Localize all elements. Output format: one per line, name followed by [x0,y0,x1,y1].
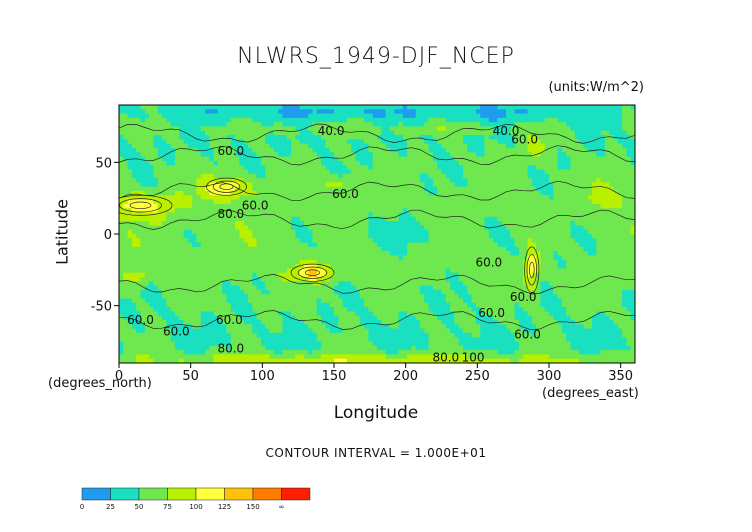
contour-label: 60.0 [217,144,244,158]
x-tick-label: 50 [182,369,199,384]
colorbar-swatch [110,487,140,501]
colorbar-tick-label: 0 [80,503,84,511]
contour-label: 60.0 [510,290,537,304]
contour-label: 40.0 [493,124,520,138]
colorbar-swatch [167,487,197,501]
colorbar: 0 25 50 75 100 125 150 ∞ [80,487,311,511]
colorbar-tick-label: 75 [163,503,172,511]
contour-label: 60.0 [163,324,190,338]
contour-labels: 60.0 60.0 60.0 60.0 60.0 60.0 60.0 60.0 60.0 60.0… [127,124,541,364]
y-tick-label: 0 [104,228,112,243]
x-tick-label: 250 [465,369,490,384]
colorbar-swatch [252,487,282,501]
colorbar-swatch [195,487,225,501]
contour-label: 40.0 [318,124,345,138]
colorbar-swatch [81,487,111,501]
x-tick-label: 0 [115,369,123,384]
units-label: (units:W/m^2) [548,80,644,95]
x-axis-label: Longitude [333,403,419,423]
colorbar-tick-label: 100 [189,503,202,511]
contour-label: 100 [462,350,485,364]
x-tick-label: 300 [537,369,562,384]
contour-label: 80.0 [432,350,459,364]
plot-area-fill [119,105,635,363]
colorbar-tick-label: 125 [218,503,231,511]
colorbar-swatch [138,487,168,501]
x-tick-label: 200 [393,369,418,384]
x-tick-label: 100 [250,369,275,384]
contour-interval-text: CONTOUR INTERVAL = 1.000E+01 [265,446,487,460]
contour-label: 80.0 [217,207,244,221]
contour-label: 60.0 [514,327,541,341]
contour-label: 60.0 [127,313,154,327]
chart-title: NLWRS_1949-DJF_NCEP [237,44,515,69]
x-tick-label: 350 [608,369,633,384]
x-axis-ticks: 0 50 100 150 200 250 300 350 [115,363,633,384]
colorbar-tick-label: 150 [246,503,259,511]
y-tick-label: -50 [91,300,112,315]
contour-label: 80.0 [217,342,244,356]
y-axis-units: (degrees_north) [48,376,152,391]
colorbar-tick-label: ∞ [279,503,285,511]
contour-label: 60.0 [478,306,505,320]
colorbar-tick-label: 50 [135,503,144,511]
y-tick-label: 50 [95,156,112,171]
colorbar-swatch [224,487,254,501]
contour-label: 60.0 [332,187,359,201]
contour-label: 60.0 [475,256,502,270]
x-tick-label: 150 [322,369,347,384]
contour-lines [119,123,635,331]
contour-label: 60.0 [242,198,269,212]
x-axis-units: (degrees_east) [542,386,639,401]
contour-label: 60.0 [511,132,538,146]
colorbar-tick-label: 25 [106,503,115,511]
colorbar-swatch [281,487,311,501]
y-axis-ticks: 50 0 -50 [91,156,119,315]
contour-label: 60.0 [216,313,243,327]
